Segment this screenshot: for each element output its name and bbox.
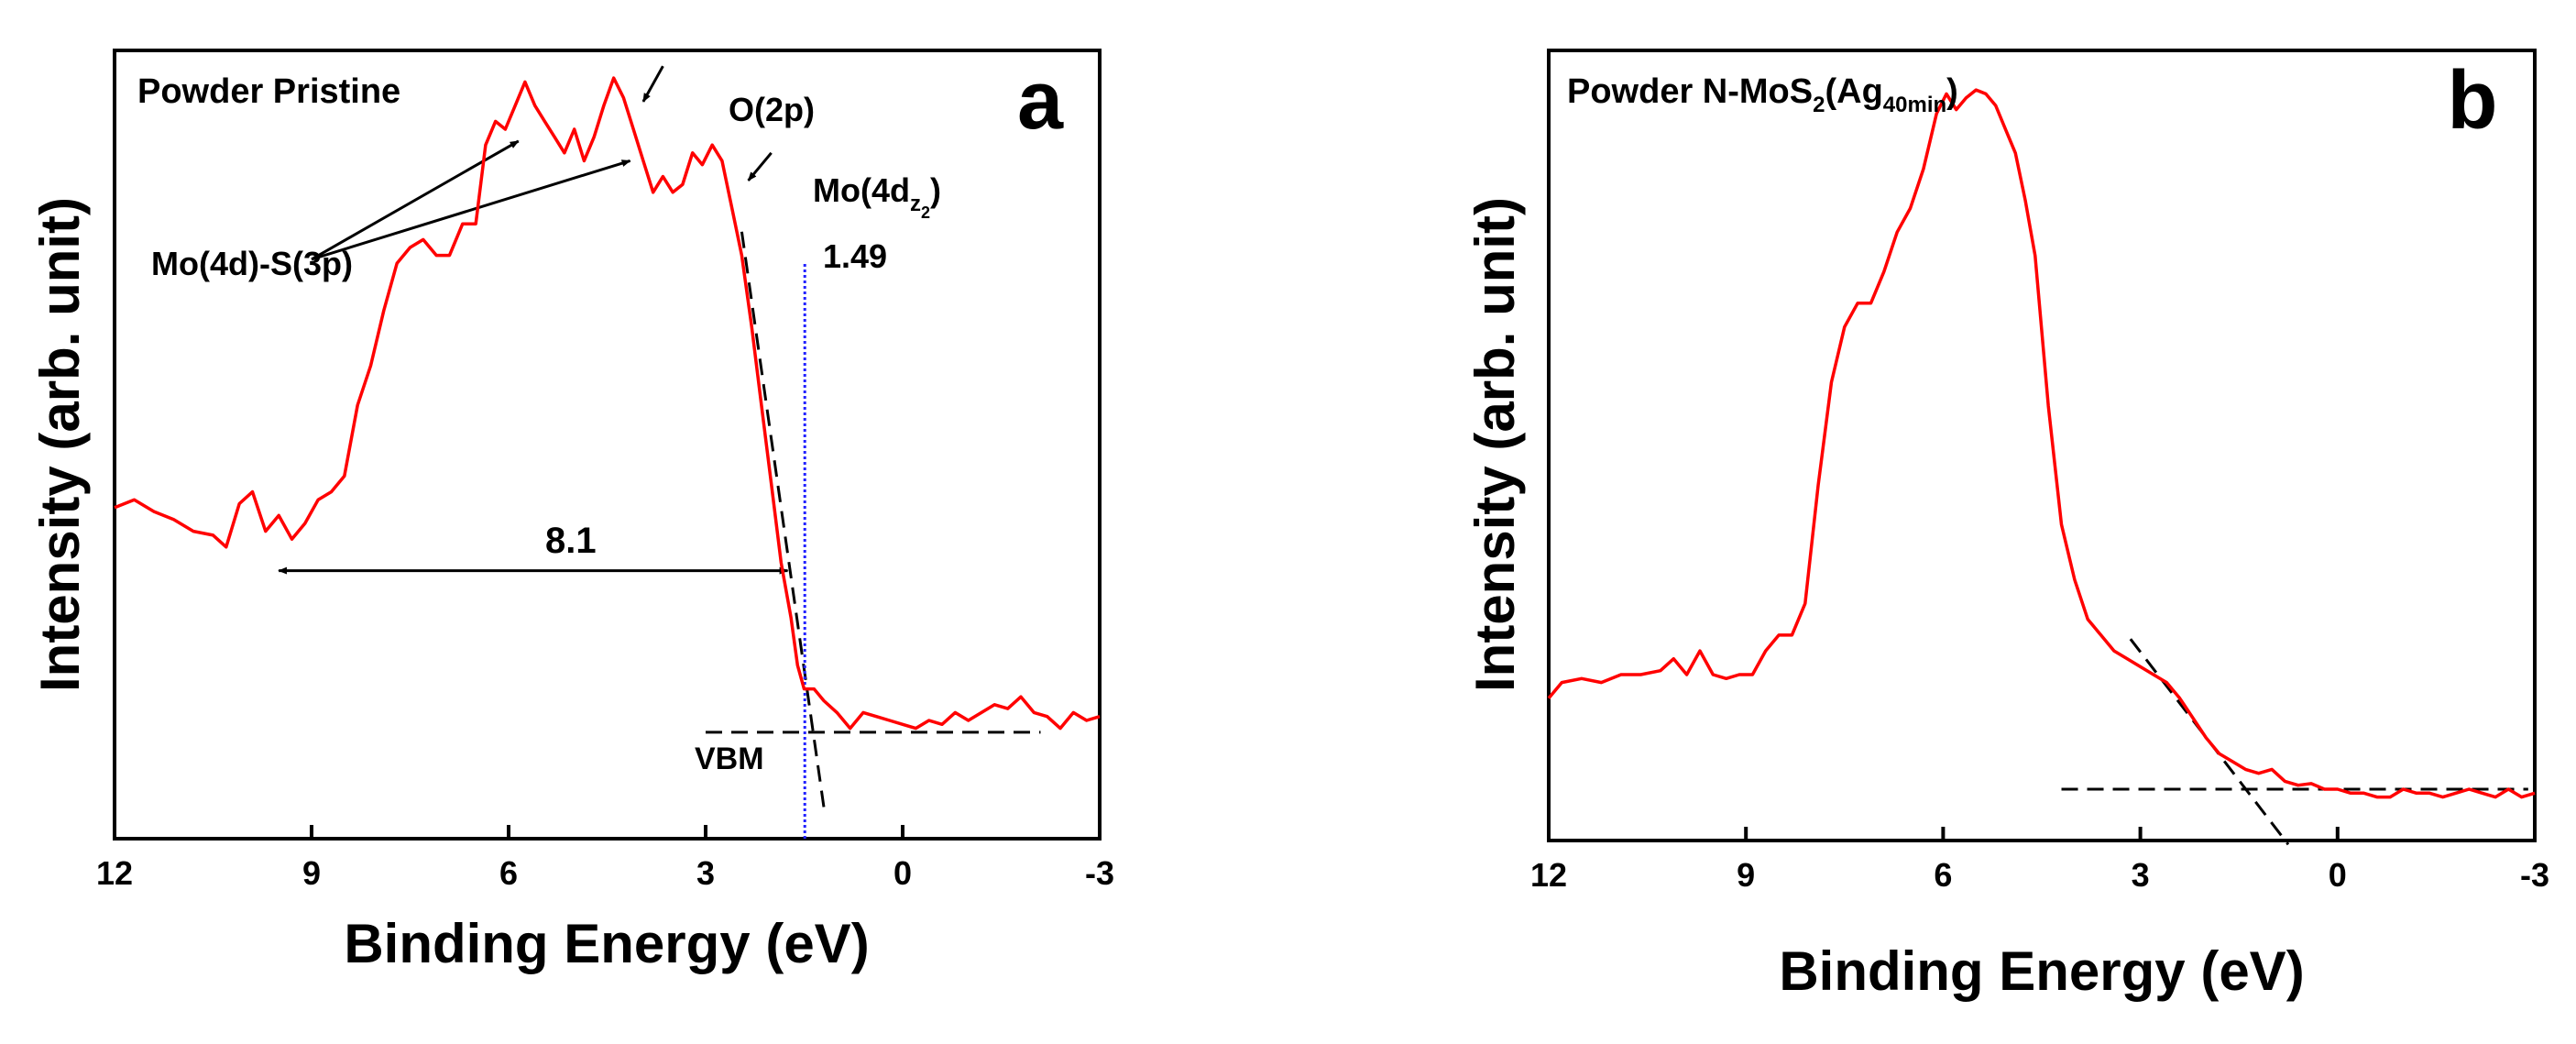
guide-lines: [2061, 638, 2528, 846]
series-line: [1547, 88, 2536, 799]
plot-frame: [113, 49, 1102, 841]
annotation-gap-value: 8.1: [545, 521, 597, 561]
x-axis-label: Binding Energy (eV): [1779, 940, 2304, 1002]
x-axis-ticks: [113, 825, 1102, 839]
x-tick-label: 3: [2132, 856, 2150, 894]
annotation-mo4d-s3p: Mo(4d)-S(3p): [151, 245, 353, 282]
x-tick-label: -3: [1085, 854, 1114, 892]
x-axis-tick-labels: 12 9 6 3 0 -3: [1530, 856, 2549, 894]
edge-tangent-dashed-line: [740, 231, 826, 808]
annotation-vbm-label: VBM: [695, 742, 764, 776]
x-tick-label: 6: [1934, 856, 1952, 894]
chart-title: Powder Pristine: [137, 72, 400, 111]
y-axis-label: Intensity (arb. unit): [29, 197, 91, 692]
x-tick-label: -3: [2520, 856, 2549, 894]
x-tick-label: 0: [2329, 856, 2347, 894]
x-tick-label: 12: [96, 854, 133, 892]
plot-frame: [1547, 49, 2537, 842]
panel-a-chart: 12 9 6 3 0 -3 Binding Energy (eV) Intensity (…: [29, 49, 1114, 974]
panel-b-chart: 12 9 6 3 0 -3 Binding Energy (eV) Intensity (…: [1464, 49, 2549, 1002]
chart-title: Powder N-MoS2(Ag40min): [1567, 72, 1958, 117]
x-tick-label: 3: [696, 854, 715, 892]
annotation-arrow: [311, 159, 631, 261]
annotation-arrow: [311, 139, 520, 261]
annotation-mo4dz2: Mo(4dz2): [813, 171, 941, 222]
x-tick-label: 6: [499, 854, 518, 892]
annotation-arrow: [641, 65, 664, 103]
x-tick-label: 9: [302, 854, 321, 892]
panel-label: b: [2448, 55, 2498, 147]
annotation-arrow: [747, 151, 773, 181]
y-axis-label: Intensity (arb. unit): [1464, 197, 1526, 692]
x-axis-ticks: [1547, 827, 2537, 841]
annotation-vbm-value: 1.49: [823, 237, 887, 275]
x-axis-tick-labels: 12 9 6 3 0 -3: [96, 854, 1114, 892]
x-tick-label: 9: [1737, 856, 1755, 894]
x-tick-label: 0: [893, 854, 912, 892]
annotation-o2p: O(2p): [729, 91, 815, 128]
panel-label: a: [1017, 55, 1064, 147]
x-axis-label: Binding Energy (eV): [344, 913, 869, 974]
x-tick-label: 12: [1530, 856, 1567, 894]
series-line: [114, 76, 1101, 731]
